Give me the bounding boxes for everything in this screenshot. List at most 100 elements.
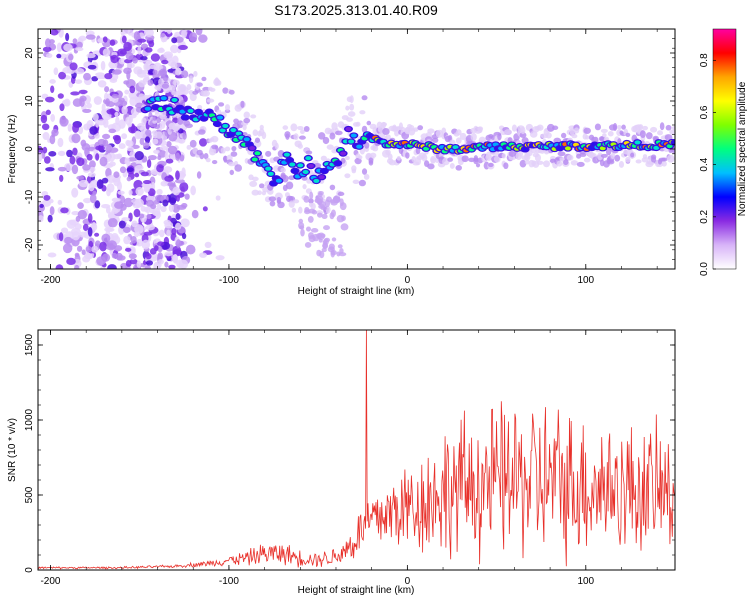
ridge-haze: [617, 138, 622, 145]
ridge-haze: [490, 135, 496, 140]
ridge-cell: [267, 171, 274, 176]
noise-blob: [164, 261, 169, 268]
ridge-haze: [336, 214, 345, 223]
ridge-haze: [497, 133, 502, 141]
ridge-haze: [519, 159, 527, 168]
noise-blob: [119, 166, 127, 174]
ridge-haze: [394, 129, 400, 137]
noise-blob: [74, 68, 85, 75]
noise-blob: [101, 177, 109, 184]
ridge-haze: [228, 161, 236, 167]
ridge-haze: [556, 160, 563, 167]
ridge-cell: [634, 140, 641, 145]
ridge-haze: [475, 163, 481, 168]
ridge-haze: [290, 123, 298, 132]
ridge-haze: [152, 119, 158, 124]
ridge-haze: [293, 133, 299, 141]
noise-blob: [181, 232, 187, 240]
ridge-haze: [508, 155, 516, 161]
x-tick-label: 100: [577, 275, 594, 286]
noise-blob: [168, 204, 175, 213]
ridge-cell: [321, 168, 328, 173]
noise-blob: [47, 252, 57, 258]
ridge-haze: [229, 169, 235, 176]
ridge-haze: [172, 126, 180, 131]
ridge-haze: [202, 90, 211, 97]
ridge-haze: [240, 100, 245, 108]
noise-blob: [106, 183, 115, 193]
noise-blob: [71, 187, 79, 198]
ridge-haze: [431, 137, 439, 143]
ridge-haze: [303, 209, 311, 215]
ridge-haze: [298, 206, 303, 214]
ridge-haze: [231, 145, 237, 152]
noise-blob: [88, 183, 95, 192]
noise-blob: [167, 145, 178, 155]
noise-blob: [83, 197, 92, 204]
noise-blob: [137, 38, 147, 43]
noise-blob: [57, 166, 67, 172]
ridge-haze: [326, 196, 332, 203]
ridge-cell: [235, 131, 242, 136]
noise-blob: [94, 132, 100, 139]
noise-blob: [166, 29, 172, 35]
noise-blob: [121, 133, 128, 140]
noise-blob: [156, 164, 164, 173]
ridge-haze: [355, 121, 361, 127]
noise-blob: [125, 116, 132, 126]
noise-blob: [157, 241, 165, 247]
noise-blob: [44, 38, 51, 48]
noise-blob: [91, 221, 97, 229]
noise-blob: [147, 188, 156, 197]
y-tick-label: 1000: [24, 408, 35, 431]
ridge-haze: [141, 117, 147, 126]
ridge-haze: [534, 153, 541, 162]
noise-blob: [145, 60, 153, 65]
ridge-haze: [189, 139, 197, 148]
ridge-haze: [430, 157, 436, 164]
ridge-haze: [318, 238, 323, 243]
x-tick-label: -200: [40, 576, 60, 587]
noise-blob: [124, 157, 130, 163]
noise-blob: [77, 209, 87, 220]
noise-blob: [128, 189, 133, 196]
noise-blob: [99, 156, 108, 167]
ridge-haze: [274, 142, 279, 150]
spectrogram-xlabel: Height of straight line (km): [298, 286, 415, 297]
noise-blob: [71, 211, 80, 216]
noise-blob: [117, 190, 125, 195]
ridge-haze: [259, 124, 264, 130]
ridge-haze: [320, 206, 328, 211]
noise-blob: [143, 29, 154, 37]
noise-blob: [172, 117, 179, 124]
noise-blob: [102, 48, 111, 57]
snr-xlabel: Height of straight line (km): [298, 585, 415, 596]
colorbar-tick-label: 0.0: [699, 262, 710, 276]
noise-blob: [133, 31, 141, 41]
ridge-haze: [298, 218, 304, 224]
noise-blob: [145, 253, 152, 260]
ridge-haze: [189, 93, 197, 102]
noise-blob: [114, 111, 119, 117]
noise-blob: [121, 217, 130, 222]
ridge-haze: [153, 124, 160, 130]
ridge-cell: [214, 121, 221, 126]
noise-blob: [116, 153, 122, 160]
ridge-haze: [635, 159, 642, 164]
noise-blob: [45, 53, 53, 59]
ridge-cell: [187, 108, 194, 113]
noise-blob: [72, 38, 78, 44]
ridge-haze: [405, 152, 410, 159]
ridge-haze: [254, 137, 261, 143]
noise-blob: [95, 119, 100, 128]
ridge-haze: [210, 135, 219, 143]
ridge-haze: [137, 68, 143, 75]
ridge-haze: [311, 209, 318, 215]
noise-blob: [86, 153, 93, 161]
ridge-haze: [413, 127, 419, 132]
noise-blob: [204, 241, 212, 249]
noise-blob: [160, 32, 165, 38]
noise-blob: [75, 47, 84, 52]
noise-blob: [47, 214, 53, 223]
ridge-haze: [316, 232, 323, 240]
